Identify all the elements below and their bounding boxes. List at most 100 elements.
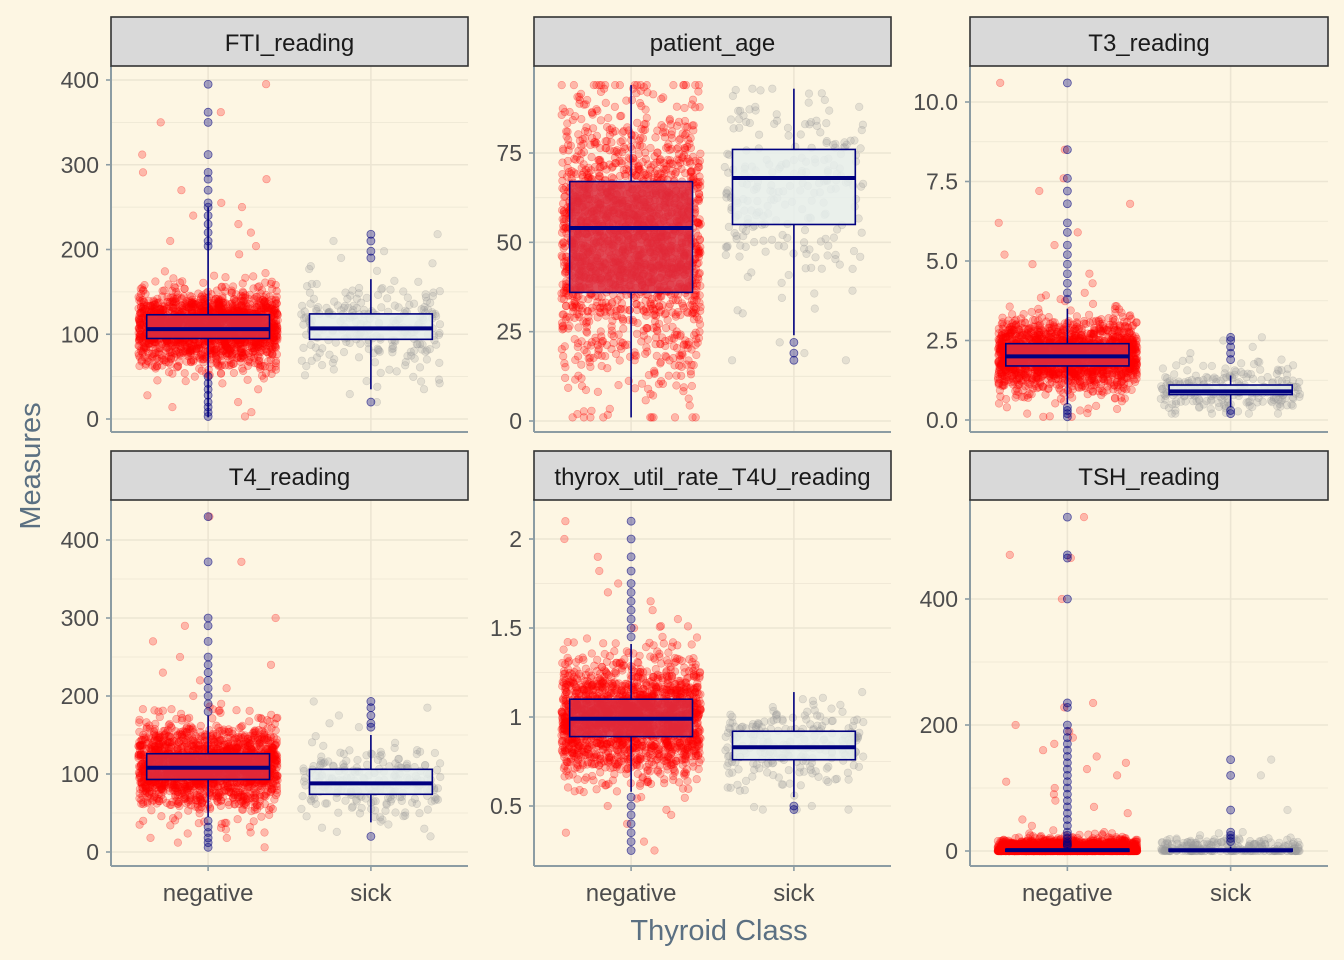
data-point-negative (227, 304, 236, 313)
data-point-negative (639, 305, 648, 315)
data-point-negative (670, 361, 679, 370)
data-point-negative (216, 304, 225, 313)
data-point-negative (191, 300, 200, 309)
data-point-negative (558, 215, 567, 224)
data-point-negative (211, 353, 220, 362)
data-point-negative (1131, 340, 1140, 349)
data-point-negative (634, 161, 643, 170)
data-point-negative (182, 357, 191, 366)
data-point-negative (1110, 326, 1119, 335)
data-point-negative (214, 297, 223, 306)
data-point-negative (692, 312, 702, 322)
data-point-negative (674, 143, 683, 152)
data-point-negative (146, 302, 155, 311)
data-point-negative (1110, 322, 1119, 331)
data-point-negative (665, 356, 674, 365)
data-point-negative (1130, 358, 1139, 367)
data-point-negative (583, 170, 592, 179)
data-point-negative (604, 113, 613, 123)
data-point-negative (256, 289, 265, 298)
data-point-negative (267, 304, 276, 314)
data-point-negative (609, 338, 618, 348)
data-point-negative (180, 347, 190, 356)
data-point-negative (271, 306, 280, 316)
data-point-sick (377, 303, 386, 312)
data-point-negative (649, 311, 658, 320)
data-point-negative (222, 349, 231, 358)
data-point-negative (189, 299, 198, 308)
data-point-negative (160, 286, 169, 295)
data-point-negative (212, 350, 221, 359)
data-point-negative (1131, 347, 1141, 356)
data-point-negative (682, 157, 691, 166)
data-point-negative (134, 314, 144, 323)
data-point-negative (1099, 388, 1108, 397)
data-point-negative (223, 351, 232, 361)
data-point-negative (1107, 369, 1116, 378)
data-point-negative (261, 345, 271, 354)
data-point-negative (143, 356, 152, 365)
data-point-negative (1086, 370, 1095, 379)
data-point-negative (193, 341, 202, 350)
data-point-negative (1123, 374, 1133, 383)
data-point-negative (998, 334, 1007, 343)
data-point-negative (158, 302, 168, 311)
data-point-negative (672, 102, 682, 111)
data-point-negative (691, 156, 700, 165)
data-point-negative (144, 340, 153, 349)
data-point-negative (1083, 390, 1092, 399)
data-point-negative (695, 269, 704, 278)
data-point-negative (601, 352, 610, 361)
data-point-sick (731, 85, 740, 95)
data-point-negative (687, 381, 697, 391)
data-point-sick (801, 264, 810, 273)
data-point-negative (995, 334, 1005, 343)
data-point-negative (249, 272, 258, 281)
data-point-negative (1018, 368, 1028, 377)
data-point-negative (1037, 333, 1046, 342)
data-point-negative (212, 357, 221, 366)
data-point-sick (821, 234, 830, 243)
data-point-negative (189, 357, 198, 366)
outlier-point (789, 337, 799, 347)
data-point-negative (1072, 331, 1081, 340)
data-point-negative (225, 346, 234, 355)
outlier-point (203, 412, 213, 421)
data-point-negative (643, 335, 652, 344)
data-point-negative (224, 344, 233, 353)
data-point-negative (575, 313, 584, 322)
data-point-negative (666, 120, 676, 129)
data-point-negative (559, 207, 569, 216)
data-point-negative (677, 371, 686, 380)
data-point-negative (201, 350, 210, 359)
data-point-negative (160, 355, 169, 365)
data-point-negative (137, 314, 146, 323)
data-point-negative (1077, 383, 1086, 392)
data-point-negative (559, 221, 568, 230)
data-point-negative (661, 351, 670, 361)
data-point-negative (643, 324, 652, 333)
data-point-negative (694, 195, 703, 204)
data-point-negative (187, 292, 196, 301)
data-point-negative (653, 126, 662, 135)
data-point-sick (812, 116, 821, 125)
data-point-negative (219, 345, 228, 355)
data-point-negative (688, 413, 697, 422)
data-point-sick (422, 355, 432, 364)
data-point-negative (269, 342, 278, 351)
data-point-negative (214, 302, 223, 311)
data-point-negative (639, 126, 648, 135)
data-point-negative (661, 128, 670, 137)
data-point-negative (607, 322, 616, 331)
data-point-negative (636, 301, 645, 310)
data-point-negative (1046, 374, 1056, 383)
data-point-negative (197, 349, 206, 359)
data-point-negative (226, 344, 236, 353)
data-point-negative (999, 330, 1008, 339)
data-point-negative (270, 342, 280, 352)
data-point-sick (325, 350, 334, 359)
data-point-sick (728, 91, 738, 101)
outlier-point (366, 229, 376, 239)
data-point-negative (563, 127, 572, 136)
data-point-negative (595, 163, 604, 172)
